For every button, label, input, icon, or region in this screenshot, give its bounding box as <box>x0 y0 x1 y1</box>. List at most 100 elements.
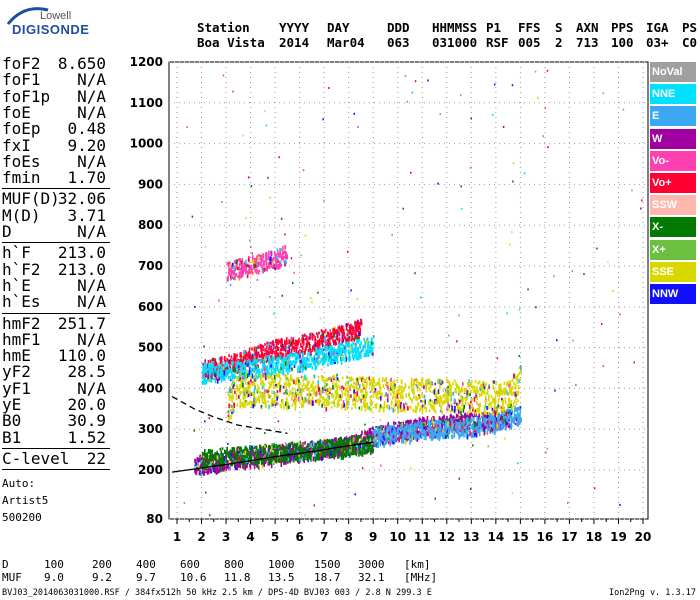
param-name: D <box>2 222 12 241</box>
distance-cell: 1500 <box>314 558 341 571</box>
y-tick-label: 500 <box>138 341 163 355</box>
dashed-profile-line <box>171 396 288 434</box>
param-name: h`Es <box>2 292 41 312</box>
y-tick-label: 900 <box>138 177 163 191</box>
param-name: foF1p <box>2 86 51 106</box>
header-value-3: 063 <box>387 35 410 50</box>
polarization-legend: NoVal NNE E W Vo- Vo+ SSW X- X+ SSE NNW <box>650 62 696 306</box>
panel-separator <box>2 447 110 449</box>
x-tick-label: 7 <box>320 530 328 544</box>
param-hf2: h`F2 213.0 <box>2 261 106 278</box>
param-hmf1: hmF1 N/A <box>2 331 106 348</box>
legend-x: X- <box>650 217 696 238</box>
header-label-6: FFS <box>518 20 541 35</box>
x-tick-label: 16 <box>537 530 554 544</box>
header-label-8: AXN <box>576 20 599 35</box>
param-name: hmE <box>2 346 31 366</box>
version-label: Ion2Png v. 1.3.17 <box>609 588 696 598</box>
echo-traces <box>194 245 522 477</box>
param-value: N/A <box>77 222 106 241</box>
distance-cell: 3000 <box>358 558 385 571</box>
x-tick-label: 10 <box>389 530 406 544</box>
x-tick-label: 12 <box>438 530 455 544</box>
y-tick-label: 800 <box>138 218 163 232</box>
param-hf: h`F 213.0 <box>2 243 106 263</box>
header-label-7: S <box>555 20 563 35</box>
param-value: N/A <box>77 102 106 122</box>
param-value: 110.0 <box>57 346 106 366</box>
legend-vo: Vo- <box>650 150 696 171</box>
legend-nne: NNE <box>650 84 696 105</box>
param-name: B1 <box>2 427 22 447</box>
header-value-5: RSF <box>486 35 509 50</box>
param-name: C-level <box>2 448 70 468</box>
muf-cell: 13.5 <box>268 571 295 584</box>
y-tick-label: 700 <box>138 259 163 273</box>
param-name: yF1 <box>2 378 31 398</box>
param-value: 30.9 <box>67 411 106 431</box>
param-value: 28.5 <box>67 362 106 382</box>
header-value-2: Mar04 <box>327 35 365 50</box>
y-tick-label: 600 <box>138 300 163 314</box>
param-value: 213.0 <box>57 243 106 263</box>
param-value: N/A <box>77 275 106 295</box>
param-foe: foE N/A <box>2 102 106 122</box>
param-name: yF2 <box>2 362 31 382</box>
param-value: 9.20 <box>67 135 106 155</box>
param-name: MUF(D) <box>2 189 60 209</box>
param-name: fmin <box>2 168 41 188</box>
param-value: 3.71 <box>67 205 106 225</box>
trace-sse <box>227 365 522 421</box>
param-name: foE <box>2 102 31 122</box>
muf-cell: 9.0 <box>44 571 64 584</box>
param-value: 251.7 <box>57 313 106 333</box>
legend-sse: SSE <box>650 261 696 282</box>
param-value: 1.70 <box>67 168 106 188</box>
muf-cell: 9.7 <box>136 571 156 584</box>
distance-cell: 800 <box>224 558 244 571</box>
param-value: 8.650 <box>57 54 106 73</box>
legend-e: E <box>650 106 696 127</box>
digisonde-logo-swoosh <box>6 7 49 25</box>
header-label-5: P1 <box>486 20 502 35</box>
param-name: foEs <box>2 151 41 171</box>
param-value: 20.0 <box>67 395 106 414</box>
header-label-3: DDD <box>387 20 410 35</box>
legend-nnw: NNW <box>650 283 696 304</box>
param-name: B0 <box>2 411 22 431</box>
x-tick-label: 20 <box>635 530 652 544</box>
param-yf1: yF1 N/A <box>2 378 106 398</box>
param-value: 32.06 <box>57 189 106 209</box>
param-fof1: foF1 N/A <box>2 70 106 90</box>
param-ye: yE 20.0 <box>2 395 106 414</box>
legend-w: W <box>650 128 696 149</box>
param-hme: hmE 110.0 <box>2 346 106 366</box>
param-yf2: yF2 28.5 <box>2 362 106 382</box>
distance-cell: 200 <box>92 558 112 571</box>
legend-ssw: SSW <box>650 195 696 216</box>
param-value: N/A <box>77 86 106 106</box>
param-mufd: MUF(D) 32.06 <box>2 189 106 209</box>
muf-cell: 11.8 <box>224 571 251 584</box>
x-tick-label: 6 <box>295 530 303 544</box>
x-tick-label: 8 <box>345 530 353 544</box>
x-tick-label: 1 <box>173 530 181 544</box>
param-fxi: fxI 9.20 <box>2 135 106 155</box>
distance-cell: 600 <box>180 558 200 571</box>
x-tick-label: 3 <box>222 530 230 544</box>
param-name: foF1 <box>2 70 41 90</box>
header-label-9: PPS <box>611 20 634 35</box>
header-value-7: 2 <box>555 35 563 50</box>
distance-cell: 1000 <box>268 558 295 571</box>
y-tick-label: 1200 <box>130 55 163 69</box>
plot-frame <box>168 61 649 520</box>
param-value: 22 <box>86 448 106 468</box>
x-tick-label: 11 <box>414 530 431 544</box>
x-tick-label: 18 <box>586 530 603 544</box>
y-tick-label: 1100 <box>130 96 163 110</box>
param-name: M(D) <box>2 205 41 225</box>
header-label-2: DAY <box>327 20 350 35</box>
header-value-1: 2014 <box>279 35 310 50</box>
header-label-0: Station <box>197 20 250 35</box>
